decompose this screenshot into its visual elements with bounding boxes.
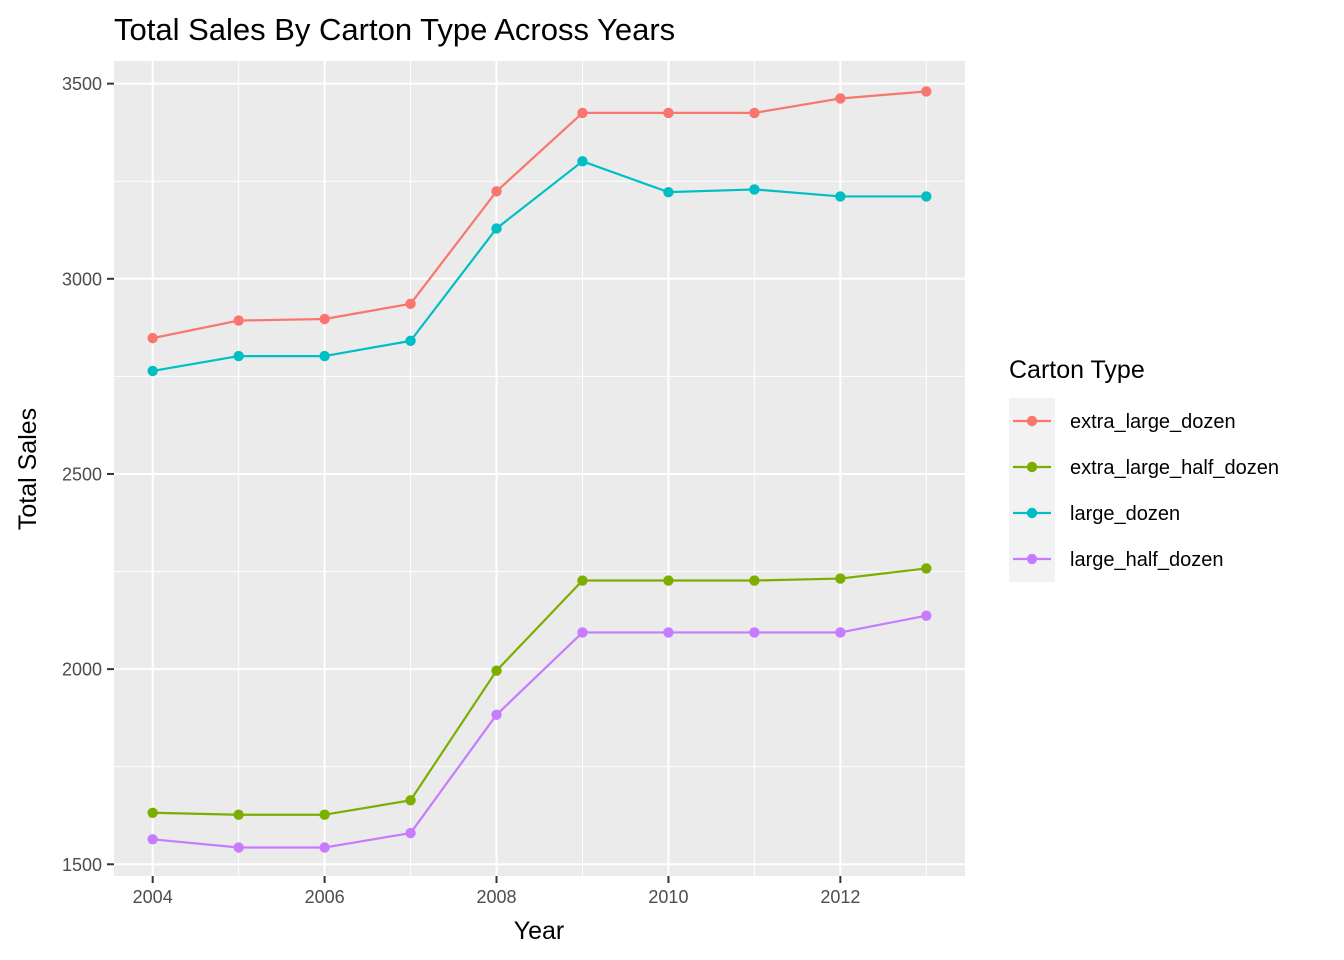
- x-tick-label: 2008: [476, 887, 516, 907]
- legend-label-large-dozen: large_dozen: [1070, 503, 1180, 525]
- data-point-large-dozen: [577, 156, 588, 167]
- data-point-extra-large-half-dozen: [491, 665, 502, 676]
- data-point-large-half-dozen: [577, 627, 588, 638]
- data-point-large-half-dozen: [491, 709, 502, 720]
- legend-label-extra-large-dozen: extra_large_dozen: [1070, 411, 1236, 433]
- x-tick-label: 2006: [305, 887, 345, 907]
- data-point-extra-large-dozen: [319, 313, 330, 325]
- y-tick-label: 2500: [62, 464, 102, 484]
- data-point-extra-large-half-dozen: [233, 809, 244, 820]
- data-point-extra-large-half-dozen: [147, 807, 158, 818]
- data-point-large-dozen: [147, 365, 158, 377]
- data-point-extra-large-dozen: [491, 186, 502, 197]
- y-axis: 1500 2000 2500 3000 3500: [62, 74, 114, 875]
- y-tick-label: 1500: [62, 855, 102, 875]
- data-point-extra-large-half-dozen: [921, 563, 932, 574]
- data-point-extra-large-half-dozen: [663, 575, 674, 586]
- data-point-large-half-dozen: [921, 610, 932, 621]
- data-point-extra-large-dozen: [663, 107, 674, 119]
- chart-title: Total Sales By Carton Type Across Years: [114, 12, 675, 47]
- series-line-extra-large-half-dozen: [152, 567, 927, 816]
- x-tick-label: 2004: [133, 887, 173, 907]
- data-point-extra-large-dozen: [835, 93, 846, 104]
- y-tick-label: 3500: [62, 74, 102, 94]
- y-tick-label: 2000: [62, 660, 102, 680]
- data-point-large-dozen: [663, 186, 674, 198]
- series-line-extra-large-dozen: [152, 90, 927, 340]
- legend-key-point: [1026, 461, 1038, 473]
- data-point-large-dozen: [491, 223, 502, 234]
- legend-title: Carton Type: [1009, 356, 1145, 384]
- data-point-extra-large-dozen: [233, 315, 244, 326]
- x-axis-title: Year: [514, 917, 565, 945]
- data-point-large-dozen: [405, 335, 416, 347]
- data-point-large-half-dozen: [405, 827, 416, 839]
- series-points: [147, 86, 932, 853]
- series-lines: [152, 90, 927, 849]
- legend-label-large-half-dozen: large_half_dozen: [1070, 549, 1223, 571]
- data-point-large-dozen: [921, 191, 932, 202]
- data-point-large-dozen: [319, 350, 330, 362]
- series-line-large-dozen: [152, 160, 927, 373]
- x-axis: 2004 2006 2008 2010 2012: [133, 876, 860, 907]
- data-point-extra-large-dozen: [749, 107, 760, 119]
- data-point-large-half-dozen: [147, 834, 158, 845]
- y-tick-label: 3000: [62, 269, 102, 289]
- legend: Carton Type extra_large_dozen extra_large…: [1009, 356, 1279, 582]
- x-tick-label: 2010: [648, 887, 688, 907]
- data-point-large-half-dozen: [749, 627, 760, 638]
- legend-key-point: [1026, 507, 1038, 519]
- data-point-extra-large-dozen: [577, 107, 588, 119]
- data-point-large-dozen: [835, 191, 846, 202]
- minor-gridlines: [114, 61, 965, 876]
- data-point-large-half-dozen: [233, 842, 244, 853]
- data-point-large-half-dozen: [835, 627, 846, 638]
- data-point-extra-large-half-dozen: [577, 575, 588, 586]
- data-point-extra-large-half-dozen: [405, 795, 416, 806]
- data-point-extra-large-dozen: [405, 298, 416, 309]
- y-axis-title: Total Sales: [14, 408, 42, 530]
- plot-panel: [114, 61, 965, 876]
- x-tick-label: 2012: [820, 887, 860, 907]
- data-point-large-dozen: [233, 350, 244, 362]
- data-point-large-half-dozen: [319, 842, 330, 853]
- data-point-extra-large-half-dozen: [319, 809, 330, 820]
- data-point-extra-large-dozen: [921, 86, 932, 97]
- legend-key-point: [1026, 415, 1038, 427]
- data-point-extra-large-dozen: [147, 332, 158, 344]
- data-point-large-half-dozen: [663, 627, 674, 638]
- data-point-extra-large-half-dozen: [835, 573, 846, 584]
- legend-label-extra-large-half-dozen: extra_large_half_dozen: [1070, 457, 1279, 479]
- series-line-large-half-dozen: [152, 614, 927, 849]
- data-point-large-dozen: [749, 184, 760, 195]
- legend-key-point: [1026, 553, 1038, 565]
- data-point-extra-large-half-dozen: [749, 575, 760, 586]
